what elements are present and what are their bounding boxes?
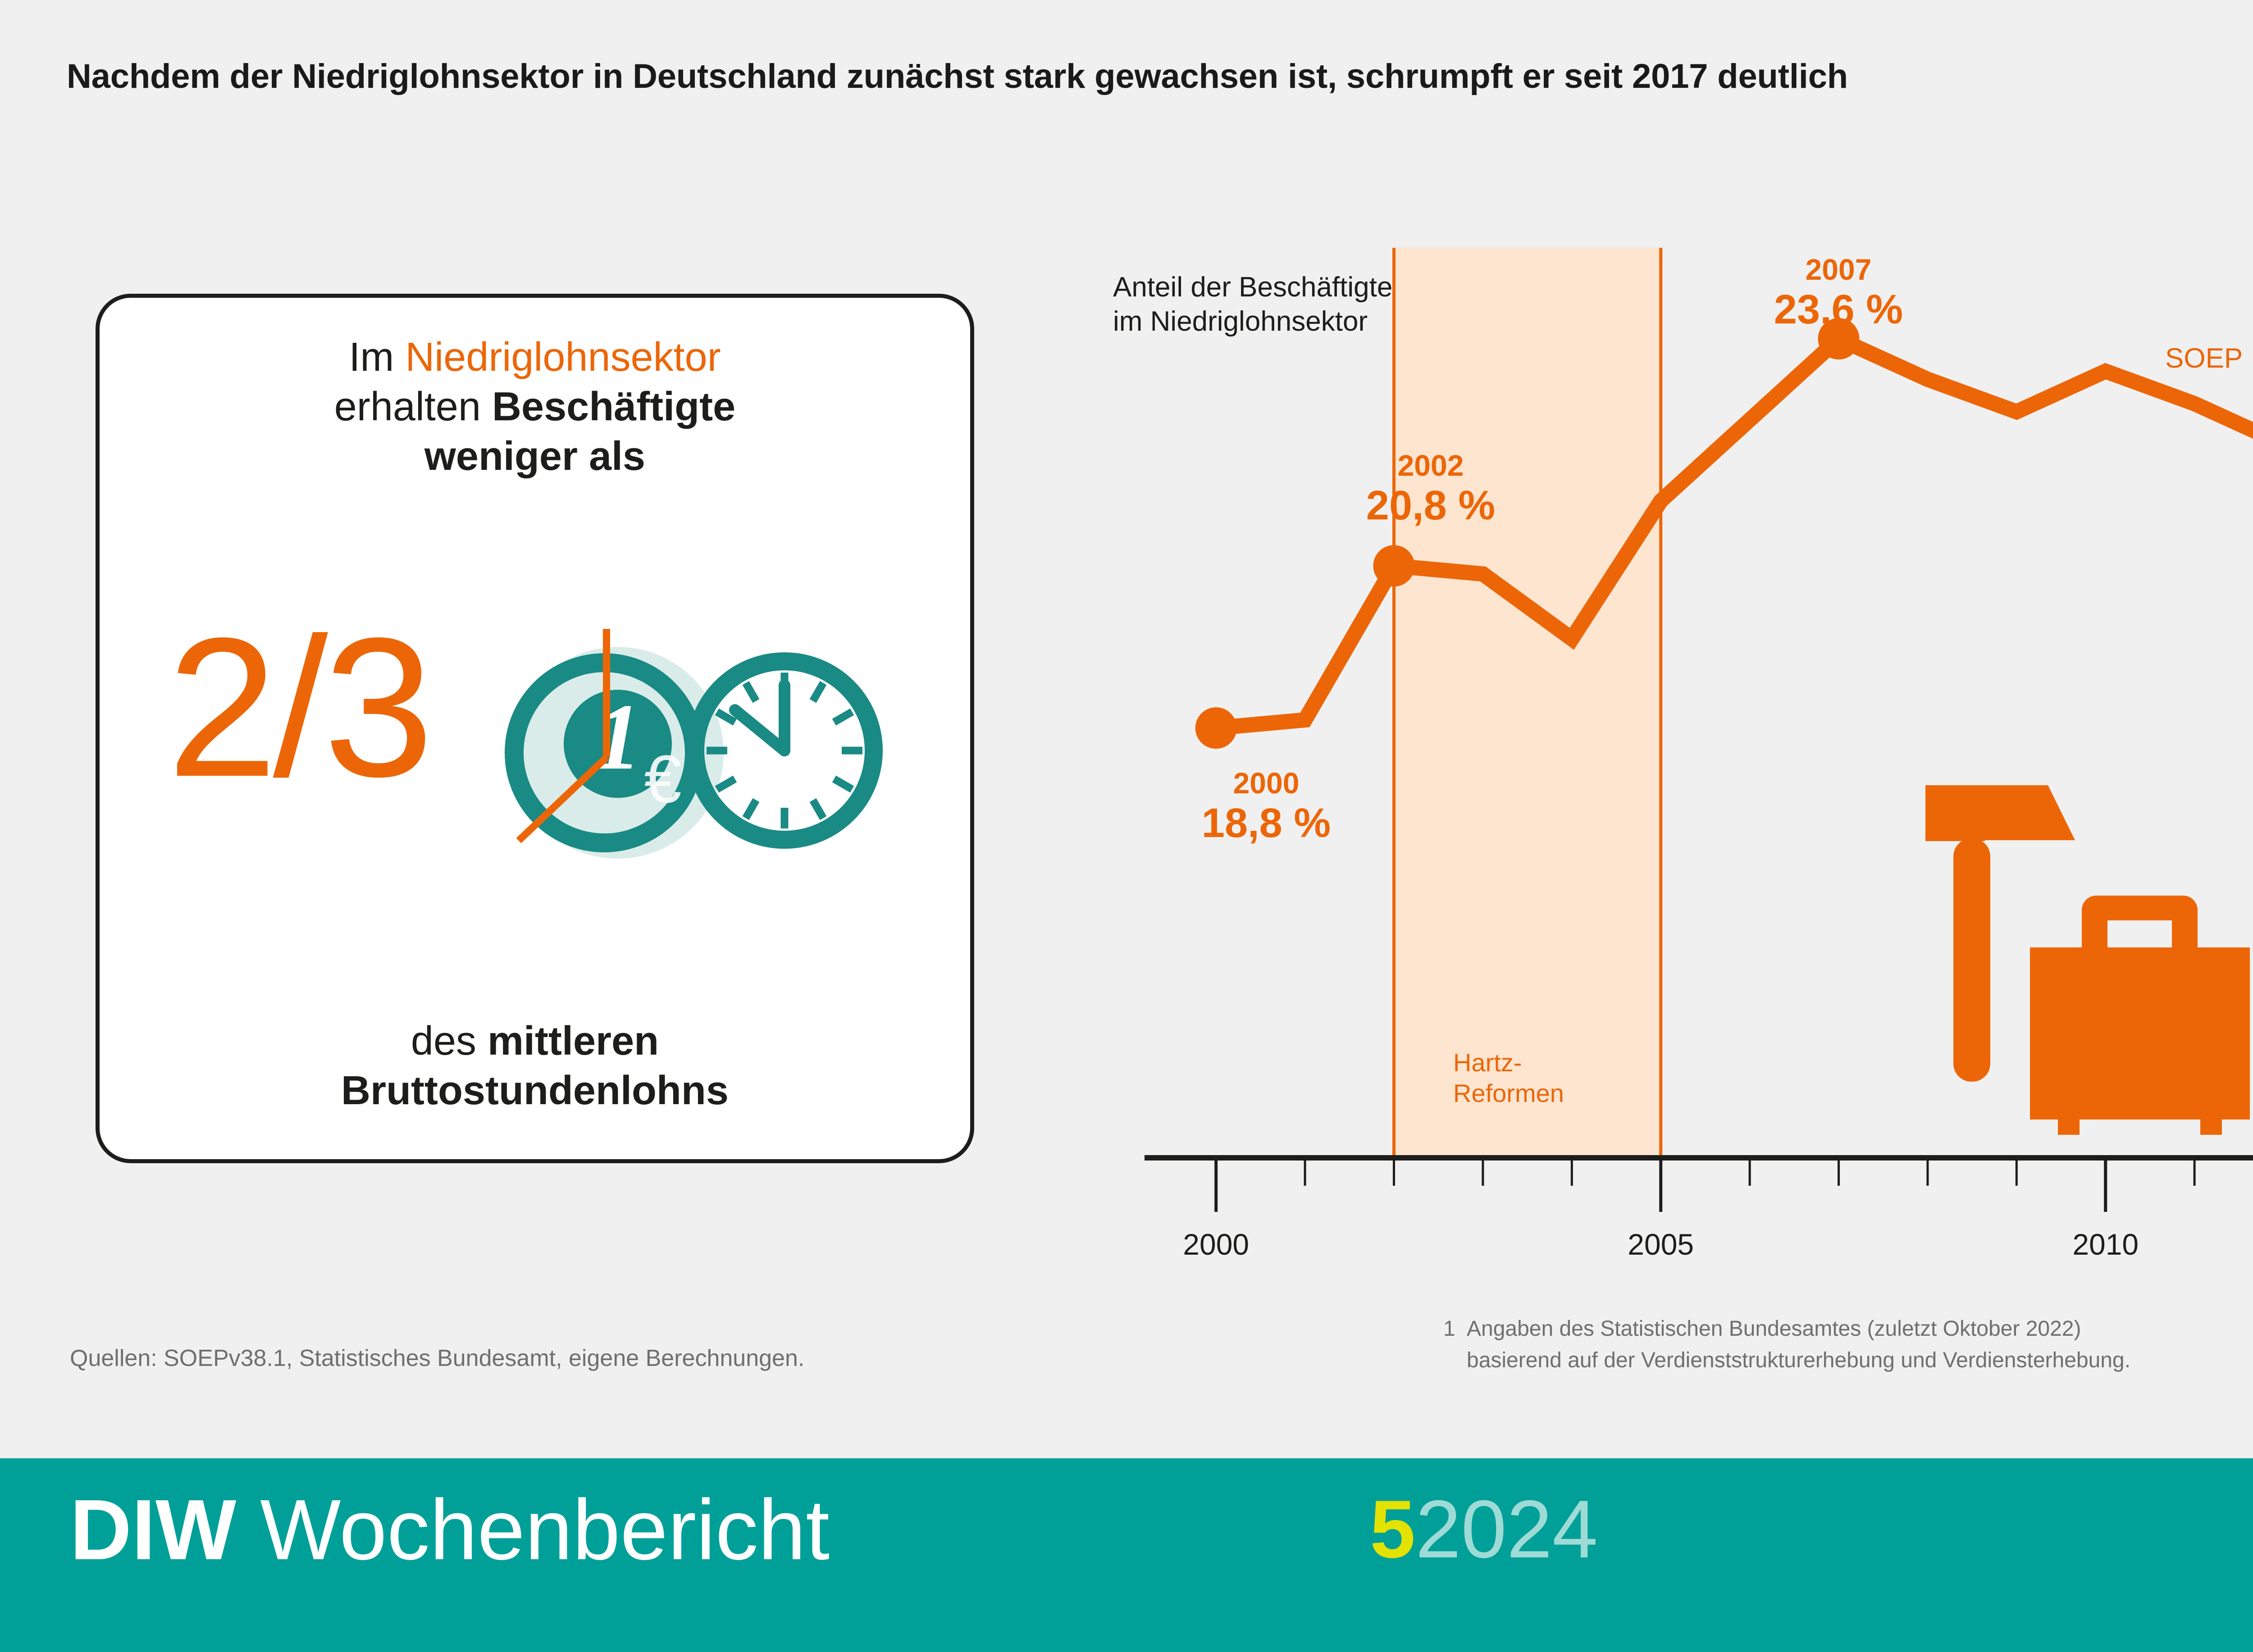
- headline-line-1: Im Niedriglohnsektor: [100, 333, 970, 382]
- footnote-line-2: basierend auf der Verdienststrukturerheb…: [1467, 1348, 2131, 1372]
- sources-text: Quellen: SOEPv38.1, Statistisches Bundes…: [70, 1345, 805, 1371]
- annotation-2000-value: 18,8 %: [1201, 800, 1331, 846]
- headline-highlight: Niedriglohnsektor: [405, 335, 721, 380]
- banner-issue-year: 2024: [1415, 1483, 1598, 1575]
- banner-issue: 52024: [1370, 1482, 1598, 1576]
- svg-text:€: €: [644, 741, 681, 817]
- work-icon: [1899, 750, 2253, 1149]
- chart-axis-caption: Anteil der Beschäftigten im Niedriglohnse…: [1113, 272, 1408, 337]
- annotation-2002-value: 20,8 %: [1366, 482, 1496, 528]
- footnote-line-1: Angaben des Statistischen Bundesamtes (z…: [1467, 1317, 2081, 1341]
- subline-line-1: des mittleren: [100, 1017, 970, 1066]
- series-label-soep: SOEP: [2165, 343, 2243, 374]
- svg-text:1: 1: [594, 685, 642, 789]
- info-card: Im Niedriglohnsektor erhalten Beschäftig…: [96, 294, 974, 1163]
- series-lines: [1215, 329, 2253, 736]
- headline-bold: Beschäftigte: [492, 384, 736, 429]
- annotation-2007: 2007 23,6 %: [1726, 255, 1951, 330]
- annotation-2007-value: 23,6 %: [1774, 287, 1903, 332]
- x-axis: [1145, 1155, 2253, 1212]
- bottom-banner: DIW Wochenbericht 52024 DIW BERLIN: [0, 1458, 2253, 1652]
- svg-text:2005: 2005: [1628, 1228, 1694, 1261]
- event-label-hartz-line2: Reformen: [1453, 1079, 1564, 1108]
- subline-bold: mittleren: [488, 1019, 659, 1064]
- banner-issue-number: 5: [1370, 1483, 1416, 1575]
- event-bands: [1392, 248, 1663, 1158]
- subline-plain: des: [410, 1019, 488, 1064]
- event-label-hartz-line1: Hartz-: [1453, 1048, 1522, 1077]
- fraction-two-thirds: 2/3: [167, 597, 434, 818]
- headline-prefix: Im: [349, 335, 406, 380]
- annotation-2002: 2002 20,8 %: [1320, 451, 1541, 526]
- banner-title: DIW Wochenbericht: [70, 1481, 830, 1579]
- series-points: [1195, 318, 1860, 749]
- annotation-2000: 2000 18,8 %: [1163, 768, 1370, 844]
- headline-line-3: weniger als: [424, 433, 646, 479]
- x-axis-tick-labels: 20002005201020152020: [1183, 1228, 2139, 1261]
- line-chart: 20002005201020152020: [1081, 234, 2253, 1270]
- footnote-block: 1 Angaben des Statistischen Bundesamtes …: [1443, 1313, 2131, 1376]
- svg-text:2010: 2010: [2072, 1228, 2139, 1261]
- event-label-hartz: Hartz- Reformen: [1453, 1047, 1564, 1109]
- annotation-2007-year: 2007: [1805, 253, 1872, 286]
- annotation-2000-year: 2000: [1233, 766, 1300, 800]
- footnote-number: 1: [1443, 1317, 1455, 1341]
- banner-publication: Wochenbericht: [236, 1482, 830, 1578]
- info-card-visual: 2/3 1 €: [100, 609, 970, 897]
- headline-line-2: erhalten Beschäftigte: [100, 382, 970, 432]
- banner-brand: DIW: [70, 1482, 237, 1578]
- subline-line-2: Bruttostundenlohns: [341, 1068, 729, 1114]
- info-card-headline: Im Niedriglohnsektor erhalten Beschäftig…: [100, 333, 970, 481]
- annotation-2002-year: 2002: [1397, 449, 1464, 482]
- coin-clock-illustration: 1 €: [469, 613, 920, 892]
- page-title: Nachdem der Niedriglohnsektor in Deutsch…: [67, 57, 1848, 96]
- headline-plain: erhalten: [334, 384, 493, 429]
- info-card-subline: des mittleren Bruttostundenlohns: [100, 1017, 970, 1116]
- svg-text:2000: 2000: [1183, 1228, 1249, 1261]
